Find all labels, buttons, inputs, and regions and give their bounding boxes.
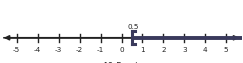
Text: 0.5: 0.5: [127, 24, 139, 30]
Text: 2: 2: [161, 47, 166, 53]
Text: -1: -1: [97, 47, 104, 53]
Text: -4: -4: [34, 47, 41, 53]
Text: 1: 1: [140, 47, 145, 53]
Text: [0.5, ∞): [0.5, ∞): [104, 62, 139, 63]
Text: 5: 5: [224, 47, 229, 53]
Text: 3: 3: [182, 47, 187, 53]
Text: 4: 4: [203, 47, 208, 53]
Text: 0: 0: [119, 47, 124, 53]
Text: -5: -5: [13, 47, 20, 53]
Text: -3: -3: [55, 47, 62, 53]
Text: -2: -2: [76, 47, 83, 53]
